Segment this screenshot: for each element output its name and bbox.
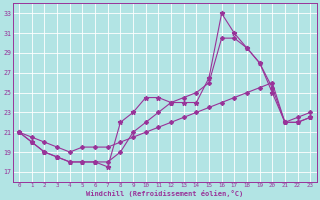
X-axis label: Windchill (Refroidissement éolien,°C): Windchill (Refroidissement éolien,°C)	[86, 190, 243, 197]
